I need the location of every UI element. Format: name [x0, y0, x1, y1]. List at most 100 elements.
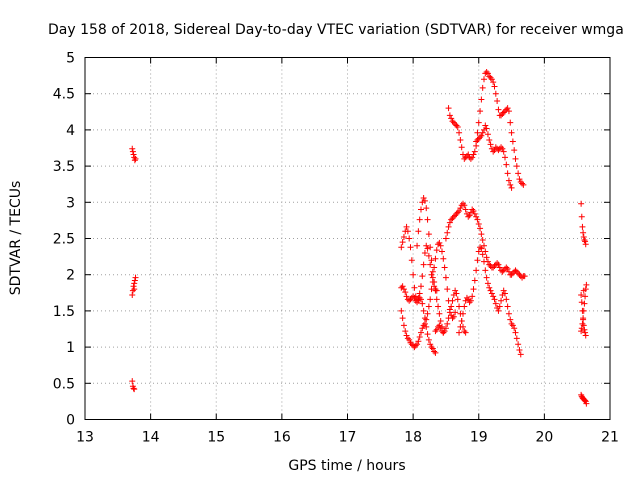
data-point — [488, 145, 495, 152]
data-point — [432, 287, 439, 294]
data-point — [479, 129, 486, 136]
data-point — [505, 310, 512, 317]
data-point — [496, 303, 503, 310]
data-point — [462, 329, 469, 336]
data-point — [423, 242, 430, 249]
data-point — [414, 341, 421, 348]
series-sat-b — [129, 274, 139, 298]
data-point — [432, 349, 439, 356]
data-point — [487, 287, 494, 294]
data-point — [490, 293, 497, 300]
data-point — [509, 138, 516, 145]
series-sat-i — [432, 287, 469, 336]
data-point — [400, 234, 407, 241]
data-point — [504, 105, 511, 112]
data-points — [129, 68, 590, 407]
data-point — [456, 303, 463, 310]
data-point — [521, 273, 528, 280]
data-point — [478, 96, 485, 103]
data-point — [421, 249, 428, 256]
data-point — [483, 254, 490, 261]
data-point — [437, 242, 444, 249]
data-point — [492, 144, 499, 151]
data-point — [425, 231, 432, 238]
data-point — [440, 255, 447, 262]
data-point — [580, 229, 587, 236]
data-point — [416, 216, 423, 223]
series-sat-e — [398, 283, 439, 356]
data-point — [481, 258, 487, 265]
data-point — [478, 132, 485, 139]
data-point — [435, 241, 442, 248]
data-point — [475, 119, 482, 126]
data-point — [414, 242, 421, 249]
data-point — [515, 170, 522, 177]
data-point — [470, 207, 477, 214]
data-point — [398, 244, 405, 251]
data-point — [483, 68, 490, 75]
data-point — [415, 228, 422, 235]
data-point — [513, 163, 520, 170]
data-point — [423, 316, 430, 323]
data-point — [432, 255, 439, 262]
data-point — [519, 180, 526, 187]
data-point — [445, 223, 452, 230]
y-tick-label: 4 — [66, 123, 75, 139]
data-point — [452, 287, 459, 294]
x-tick-label: 17 — [339, 430, 357, 446]
data-point — [496, 264, 503, 271]
y-tick-label: 3 — [66, 195, 75, 211]
data-point — [504, 265, 511, 272]
data-point — [415, 338, 422, 345]
data-point — [460, 310, 466, 317]
data-point — [482, 248, 489, 255]
data-point — [505, 108, 512, 115]
data-point — [399, 239, 406, 246]
data-point — [130, 283, 137, 290]
data-point — [509, 270, 516, 277]
data-point — [473, 138, 480, 145]
data-point — [580, 234, 587, 241]
data-point — [503, 161, 510, 168]
y-tick-label: 1.5 — [53, 304, 75, 320]
data-point — [505, 177, 512, 184]
data-point — [457, 205, 464, 212]
data-point — [465, 213, 472, 220]
data-point — [580, 287, 587, 294]
x-tick-label: 18 — [404, 430, 422, 446]
data-point — [454, 296, 461, 303]
data-point — [492, 300, 499, 307]
data-point — [513, 335, 520, 342]
data-point — [461, 202, 468, 209]
data-point — [462, 206, 469, 213]
data-point — [421, 315, 428, 322]
x-axis-label: GPS time / hours — [288, 458, 405, 474]
data-point — [424, 331, 431, 338]
data-point — [452, 121, 459, 128]
data-point — [503, 106, 510, 113]
data-point — [448, 312, 455, 319]
data-point — [441, 328, 448, 335]
data-point — [131, 286, 138, 293]
data-point — [435, 323, 442, 330]
data-point — [408, 341, 415, 348]
data-point — [453, 122, 460, 129]
data-point — [452, 309, 459, 316]
data-point — [499, 110, 506, 117]
data-point — [582, 332, 589, 339]
data-point — [456, 129, 463, 136]
data-point — [416, 333, 423, 340]
data-point — [519, 274, 526, 281]
data-point — [515, 270, 522, 277]
data-point — [425, 336, 432, 343]
data-point — [479, 84, 486, 91]
data-point — [458, 144, 465, 151]
data-point — [431, 348, 438, 355]
data-point — [582, 397, 589, 404]
data-point — [469, 206, 476, 213]
data-point — [478, 231, 485, 238]
data-point — [482, 267, 489, 274]
data-point — [490, 264, 497, 271]
data-point — [477, 134, 484, 141]
data-point — [581, 326, 588, 333]
